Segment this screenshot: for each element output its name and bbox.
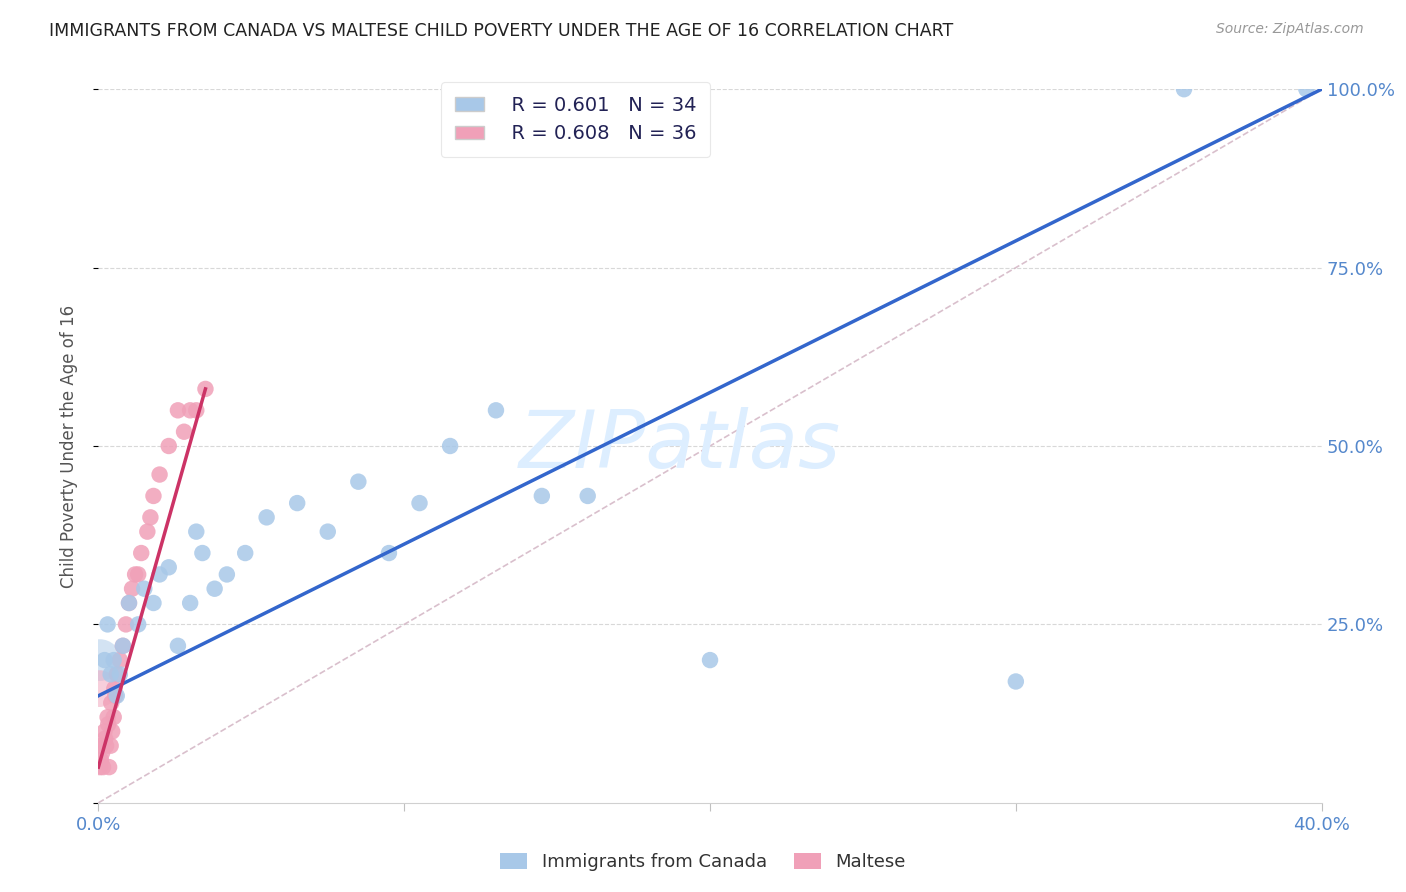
Point <box>105 689 128 703</box>
Point <box>94 739 117 753</box>
Point <box>108 653 131 667</box>
Point <box>204 582 226 596</box>
Point <box>157 560 180 574</box>
Point <box>90 753 112 767</box>
Point <box>103 653 125 667</box>
Point <box>93 724 115 739</box>
Legend: Immigrants from Canada, Maltese: Immigrants from Canada, Maltese <box>494 846 912 879</box>
Point <box>157 439 180 453</box>
Point <box>233 546 256 560</box>
Point <box>90 739 112 753</box>
Point <box>103 710 125 724</box>
Point <box>167 403 190 417</box>
Point <box>173 425 195 439</box>
Point <box>124 567 146 582</box>
Point <box>149 567 172 582</box>
Point <box>98 760 121 774</box>
Point <box>89 681 111 696</box>
Point <box>1004 674 1026 689</box>
Point <box>1173 82 1195 96</box>
Point <box>115 617 138 632</box>
Point <box>256 510 278 524</box>
Point <box>179 596 201 610</box>
Point <box>439 439 461 453</box>
Point <box>179 403 201 417</box>
Point <box>142 596 165 610</box>
Point <box>91 746 114 760</box>
Point <box>100 667 122 681</box>
Point <box>134 582 156 596</box>
Point <box>89 760 111 774</box>
Point <box>167 639 190 653</box>
Point <box>118 596 141 610</box>
Point <box>1295 82 1317 96</box>
Point <box>121 582 143 596</box>
Point <box>194 382 217 396</box>
Point <box>97 617 120 632</box>
Point <box>100 696 122 710</box>
Point <box>127 617 149 632</box>
Text: Source: ZipAtlas.com: Source: ZipAtlas.com <box>1216 22 1364 37</box>
Point <box>111 639 134 653</box>
Point <box>97 710 120 724</box>
Point <box>93 653 115 667</box>
Y-axis label: Child Poverty Under the Age of 16: Child Poverty Under the Age of 16 <box>59 304 77 588</box>
Point <box>139 510 162 524</box>
Point <box>136 524 159 539</box>
Point <box>101 724 124 739</box>
Point <box>408 496 430 510</box>
Point <box>97 717 120 731</box>
Point <box>699 653 721 667</box>
Point <box>104 689 127 703</box>
Point <box>111 639 134 653</box>
Point <box>142 489 165 503</box>
Point <box>186 403 208 417</box>
Point <box>576 489 599 503</box>
Point <box>108 667 131 681</box>
Point <box>347 475 370 489</box>
Point <box>485 403 508 417</box>
Point <box>215 567 238 582</box>
Point <box>191 546 214 560</box>
Text: IMMIGRANTS FROM CANADA VS MALTESE CHILD POVERTY UNDER THE AGE OF 16 CORRELATION : IMMIGRANTS FROM CANADA VS MALTESE CHILD … <box>49 22 953 40</box>
Point <box>186 524 208 539</box>
Point <box>530 489 553 503</box>
Point <box>100 739 122 753</box>
Legend:   R = 0.601   N = 34,   R = 0.608   N = 36: R = 0.601 N = 34, R = 0.608 N = 36 <box>441 82 710 157</box>
Point <box>378 546 401 560</box>
Point <box>129 546 152 560</box>
Point <box>91 760 114 774</box>
Point <box>105 667 128 681</box>
Point <box>316 524 339 539</box>
Point <box>127 567 149 582</box>
Point <box>149 467 172 482</box>
Point <box>89 653 111 667</box>
Text: ZIPatlas: ZIPatlas <box>519 407 841 485</box>
Point <box>94 731 117 746</box>
Point <box>285 496 308 510</box>
Point <box>118 596 141 610</box>
Point <box>103 681 125 696</box>
